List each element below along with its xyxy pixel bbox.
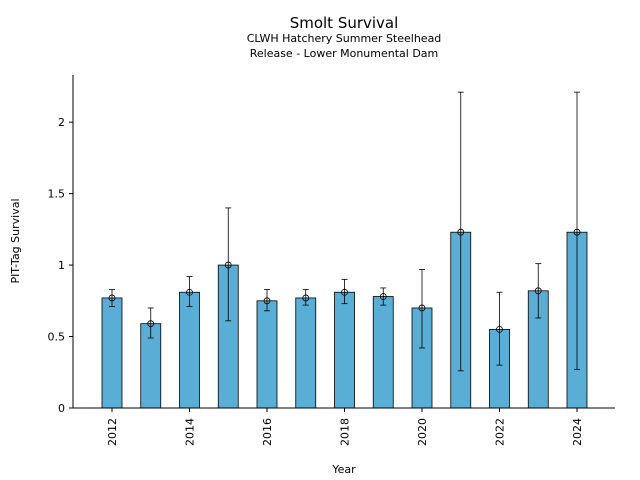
x-tick-label: 2016 [261,418,274,446]
bar-2017 [295,297,317,409]
mean-marker-2021 [457,228,465,236]
mean-markers [108,228,581,333]
bar-2018 [334,291,355,409]
bar-2019 [372,296,394,409]
bar-2012 [101,297,123,409]
bars [101,231,588,409]
mean-marker-2024 [573,228,581,236]
mean-marker-2022 [496,325,503,333]
x-axis-label: Year [331,463,356,476]
x-tick-label: 2022 [494,418,507,446]
y-tick-label: 1.5 [48,188,66,201]
mean-marker-2015 [224,261,232,269]
mean-marker-2014 [186,288,193,296]
x-tick-label: 2020 [416,418,429,446]
chart-title: Smolt Survival [290,14,399,32]
y-tick-label: 1 [58,259,65,272]
x-ticks: 2012 2014 2016 2018 2020 2022 2024 [106,408,584,446]
y-ticks: 0 0.5 1 1.5 2 [48,116,73,415]
mean-marker-2018 [341,288,348,296]
y-tick-label: 2 [58,116,65,129]
mean-marker-2017 [302,294,310,302]
mean-marker-2012 [108,294,116,302]
bar-2016 [256,300,278,409]
mean-marker-2023 [534,287,542,295]
mean-marker-2020 [418,304,426,312]
error-bars [109,91,580,372]
chart-subtitle-line-2: Release - Lower Monumental Dam [250,47,439,60]
y-tick-label: 0 [58,402,65,415]
x-tick-label: 2012 [106,418,119,446]
mean-marker-2016 [263,297,271,305]
chart-subtitle-line-1: CLWH Hatchery Summer Steelhead [247,32,442,45]
x-tick-label: 2024 [571,418,584,446]
y-tick-label: 0.5 [48,331,66,344]
x-tick-label: 2018 [339,418,352,446]
bar-2014 [179,291,200,409]
y-axis-label: PIT-Tag Survival [9,198,22,283]
mean-marker-2019 [379,293,387,300]
mean-marker-2013 [147,320,155,328]
x-tick-label: 2014 [184,418,197,446]
